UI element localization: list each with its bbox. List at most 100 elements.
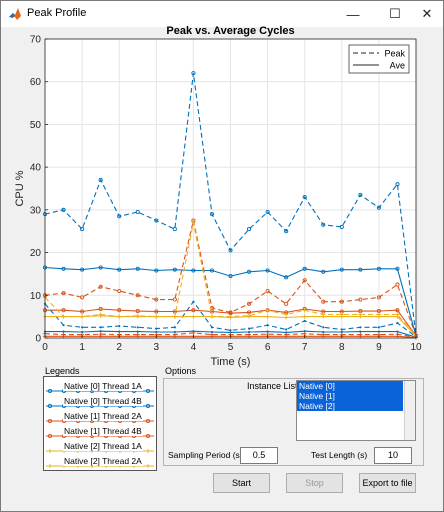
- data-point: [154, 314, 159, 319]
- data-point: [172, 309, 177, 314]
- data-point: [321, 269, 326, 274]
- data-point: [209, 212, 214, 217]
- minimize-button[interactable]: —: [337, 1, 369, 27]
- stop-button[interactable]: Stop: [286, 473, 343, 493]
- data-point: [247, 330, 251, 334]
- y-tick-label: 70: [30, 35, 42, 46]
- data-point: [118, 324, 121, 328]
- data-point: [98, 284, 103, 289]
- window-title: Peak Profile: [27, 7, 87, 19]
- data-point: [191, 308, 196, 313]
- data-point: [395, 314, 400, 319]
- data-point: [117, 308, 122, 313]
- data-point: [191, 220, 196, 225]
- data-point: [321, 314, 326, 319]
- data-point: [396, 330, 399, 333]
- data-point: [285, 328, 288, 331]
- data-point: [99, 330, 102, 333]
- data-point: [339, 314, 344, 319]
- data-point: [99, 326, 102, 329]
- options-panel: [163, 378, 424, 466]
- data-point: [118, 330, 121, 333]
- data-point: [359, 326, 362, 329]
- data-point: [339, 224, 344, 229]
- data-point: [395, 266, 400, 271]
- sampling-period-input[interactable]: 0.5: [240, 447, 278, 464]
- data-point: [173, 326, 176, 329]
- data-point: [358, 267, 363, 272]
- instance-listbox[interactable]: Native [0] Native [1] Native [2]: [296, 380, 416, 441]
- data-point: [302, 314, 307, 319]
- data-point: [359, 330, 362, 333]
- test-length-label: Test Length (s): [311, 450, 368, 460]
- data-point: [247, 314, 252, 319]
- data-point: [302, 266, 307, 271]
- data-point: [285, 331, 288, 334]
- data-point: [377, 330, 380, 333]
- data-point: [229, 329, 232, 332]
- data-point: [136, 326, 139, 329]
- x-tick-label: 0: [42, 342, 48, 353]
- plot-legend-label: Ave: [390, 61, 405, 71]
- series-line-1: [44, 266, 417, 337]
- data-point: [246, 227, 252, 232]
- data-point: [395, 308, 400, 313]
- y-axis-label: CPU %: [14, 170, 26, 206]
- export-to-file-button[interactable]: Export to file: [359, 473, 416, 493]
- legend-line-sample: [46, 449, 154, 453]
- legend-entry-label: Native [2] Thread 1A: [63, 441, 143, 451]
- data-point: [98, 265, 103, 270]
- data-point: [154, 297, 159, 302]
- instance-item-1[interactable]: Native [1]: [297, 391, 403, 401]
- thread-legend-list: Native [0] Thread 1A Native [0] Thread 4B…: [43, 376, 157, 471]
- series-line-0: [44, 73, 417, 336]
- data-point: [266, 330, 269, 333]
- data-point: [228, 315, 233, 320]
- start-button[interactable]: Start: [213, 473, 270, 493]
- close-button[interactable]: ✕: [411, 1, 443, 27]
- data-point: [135, 293, 140, 298]
- maximize-button[interactable]: ☐: [379, 1, 411, 27]
- data-point: [61, 207, 66, 212]
- legend-entry-label: Native [0] Thread 1A: [63, 381, 143, 391]
- data-point: [98, 306, 103, 312]
- data-point: [191, 314, 196, 319]
- instance-item-2[interactable]: Native [2]: [297, 401, 403, 411]
- data-point: [322, 330, 325, 334]
- y-tick-label: 0: [35, 334, 41, 345]
- legend-entry: Native [1] Thread 4B: [44, 426, 156, 439]
- sampling-period-label: Sampling Period (s): [168, 450, 243, 460]
- y-tick-label: 10: [30, 291, 42, 302]
- data-point: [339, 267, 344, 272]
- data-point: [155, 327, 158, 330]
- y-tick-label: 30: [30, 205, 42, 216]
- x-tick-label: 5: [228, 342, 234, 353]
- data-point: [209, 314, 214, 319]
- data-point: [322, 326, 325, 329]
- x-axis-label: Time (s): [211, 356, 251, 368]
- data-point: [172, 267, 177, 272]
- matlab-app-icon: [9, 8, 21, 20]
- data-point: [229, 331, 232, 334]
- data-point: [265, 268, 270, 273]
- options-title: Options: [165, 366, 197, 376]
- data-point: [376, 314, 381, 319]
- data-point: [340, 328, 343, 331]
- series-line-2: [44, 220, 417, 337]
- data-point: [172, 297, 177, 302]
- instance-item-0[interactable]: Native [0]: [297, 381, 403, 391]
- data-point: [191, 330, 196, 335]
- data-point: [377, 326, 380, 329]
- legend-entry: Native [0] Thread 4B: [44, 396, 156, 409]
- test-length-input[interactable]: 10: [374, 447, 412, 464]
- data-point: [80, 267, 85, 272]
- data-point: [376, 295, 381, 300]
- data-point: [172, 314, 177, 319]
- x-tick-label: 9: [376, 342, 382, 353]
- x-tick-label: 1: [79, 342, 85, 353]
- data-point: [340, 330, 343, 334]
- y-tick-label: 60: [30, 77, 42, 88]
- data-point: [376, 205, 381, 210]
- instance-list-scrollbar[interactable]: [404, 381, 415, 440]
